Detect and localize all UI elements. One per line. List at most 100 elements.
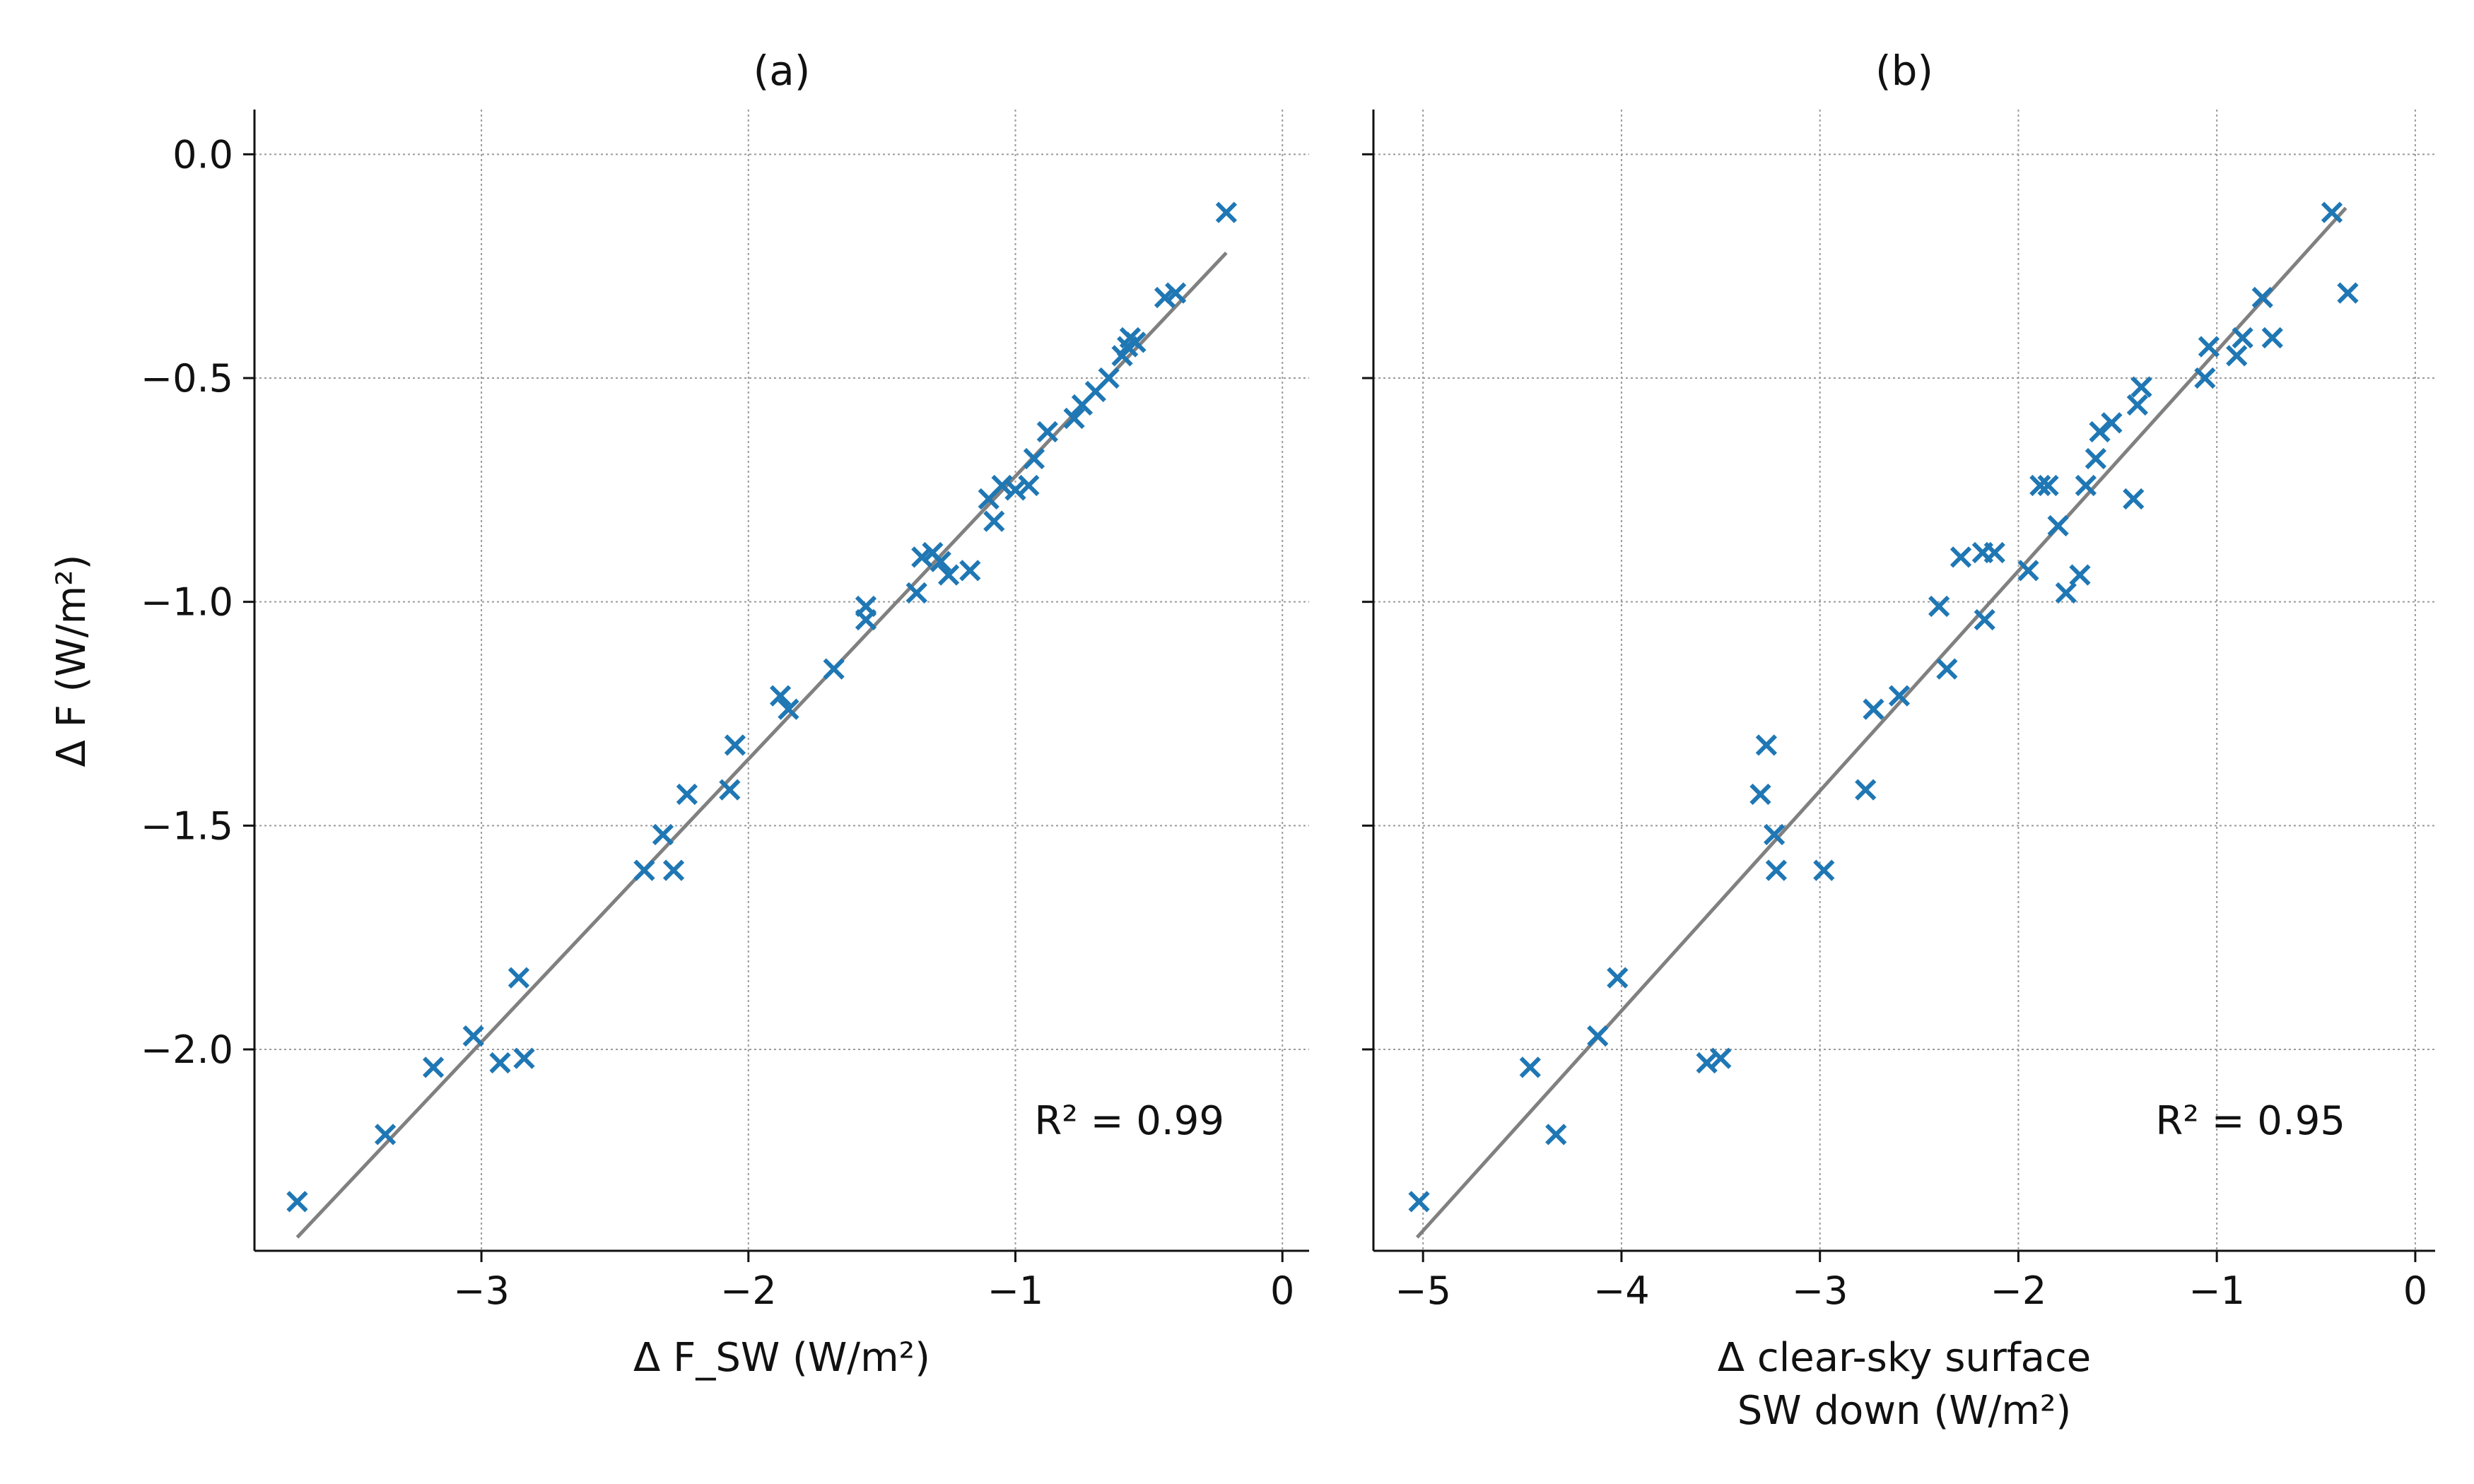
panel-a-data-point <box>1165 282 1187 304</box>
panel-a-data-point <box>1125 331 1147 353</box>
panel-a-data-point <box>633 859 655 881</box>
panel-b-xtick-label: −1 <box>2188 1268 2245 1313</box>
panel-b-data-point <box>2232 326 2253 349</box>
panel-a-data-point <box>1018 474 1040 497</box>
panel-a-ytick-label: −1.5 <box>141 803 233 848</box>
panel-b-data-point <box>2085 447 2107 470</box>
panel-a-data-point <box>719 779 741 801</box>
panel-a-ticks: −3 −2 −1 0 0.0 −0.5 −1.0 −1.5 −2.0 <box>141 132 1295 1313</box>
panel-a-data-point <box>930 550 951 572</box>
panel-b-xlabel-line1: Δ clear-sky surface <box>1718 1335 2091 1381</box>
panel-b-xtick-label: −4 <box>1593 1268 1650 1313</box>
panel-b-data-point <box>2251 286 2273 309</box>
panel-a-data-point <box>374 1124 397 1146</box>
panel-b-r2-annotation: R² = 0.95 <box>2155 1098 2345 1144</box>
panel-b-fit <box>1415 206 2347 1239</box>
panel-b-data-point <box>1755 734 1778 756</box>
panel-b-data-point <box>1587 1025 1609 1047</box>
panel-a-data-point <box>905 582 927 604</box>
panel-b-ticks: −5 −4 −3 −2 −1 0 <box>1362 153 2427 1313</box>
panel-b-data-point <box>1983 541 2005 564</box>
panel-b-xlabel-line2: SW down (W/m²) <box>1737 1388 2072 1434</box>
panel-b-data-point <box>2047 514 2069 537</box>
panel-b-data-point <box>2017 560 2039 582</box>
panel-a-data-point <box>959 560 981 582</box>
panel-b-xtick-label: −5 <box>1395 1268 1451 1313</box>
panel-b-data-point <box>2123 488 2145 510</box>
panel-b-xtick-label: −2 <box>1991 1268 2047 1313</box>
panel-a-xtick-label: 0 <box>1270 1268 1294 1313</box>
panel-b-data-point <box>1813 859 1835 881</box>
panel-b-fit-line <box>1415 206 2347 1239</box>
panel-b-data-point <box>2029 474 2051 497</box>
panel-b-data-point <box>2321 201 2343 223</box>
panel-b-data-point <box>1749 783 1771 806</box>
panel-a-data-point <box>286 1191 308 1213</box>
panel-b-data-point <box>2337 282 2359 304</box>
panel-b-data-point <box>2055 582 2077 604</box>
panel-a-xlabel: Δ F_SW (W/m²) <box>633 1335 930 1381</box>
panel-b-title: (b) <box>1875 47 1933 95</box>
panel-b-data-point <box>2126 394 2148 416</box>
panel-b-data-point <box>2130 376 2152 398</box>
panel-b: −5 −4 −3 −2 −1 0 (b) Δ clear-sky surface SW d… <box>1362 47 2435 1434</box>
panel-a-ytick-label: −0.5 <box>141 356 233 401</box>
panel-a-data-point <box>855 608 877 631</box>
panel-a-data-point <box>983 510 1005 532</box>
panel-b-data-point <box>2198 336 2220 358</box>
panel-b-data-point <box>1950 546 1972 568</box>
panel-a-data-point <box>991 474 1013 497</box>
panel-a-data-point <box>508 967 530 989</box>
panel-a-data-point <box>1023 447 1045 470</box>
panel-b-data-point <box>2261 326 2283 349</box>
panel-b-data-point <box>1888 685 1911 707</box>
panel-b-data-point <box>2075 474 2097 497</box>
panel-b-data-point <box>1974 608 1995 631</box>
panel-a-r2-annotation: R² = 0.99 <box>1034 1098 1224 1144</box>
panel-a-data-point <box>1063 407 1085 430</box>
panel-a-data-point <box>462 1025 484 1047</box>
panel-b-data-point <box>1863 698 1884 720</box>
panel-a-ytick-label: 0.0 <box>172 132 233 177</box>
panel-a-ytick-label: −2.0 <box>141 1027 233 1072</box>
panel-a-points <box>286 201 1238 1213</box>
panel-b-data-point <box>1519 1056 1541 1078</box>
panel-a-data-point <box>1215 201 1238 223</box>
panel-b-data-point <box>1607 967 1629 989</box>
panel-a-data-point <box>937 564 960 586</box>
panel-a-xtick-label: −1 <box>987 1268 1044 1313</box>
panel-a-data-point <box>778 698 799 720</box>
panel-a-grid <box>254 110 1309 1251</box>
panel-a-title: (a) <box>754 47 811 95</box>
panel-b-data-point <box>1545 1124 1567 1146</box>
panel-b-data-point <box>2101 412 2123 434</box>
panel-b-data-point <box>1710 1047 1732 1069</box>
panel-b-data-point <box>2194 367 2216 389</box>
panel-a-spines <box>253 110 1309 1252</box>
panel-b-data-point <box>2069 564 2091 586</box>
panel-a-data-point <box>513 1047 535 1069</box>
panel-a-ylabel: Δ F (W/m²) <box>49 554 95 767</box>
panel-a-data-point <box>422 1056 445 1078</box>
panel-b-data-point <box>1928 595 1950 618</box>
panel-a-data-point <box>1098 367 1120 389</box>
panel-b-data-point <box>2037 474 2059 497</box>
panel-a: −3 −2 −1 0 0.0 −0.5 −1.0 −1.5 −2.0 (a) Δ F_SW (W… <box>49 47 1309 1381</box>
panel-b-data-point <box>1763 823 1786 846</box>
panel-b-xtick-label: 0 <box>2403 1268 2427 1313</box>
panel-b-data-point <box>1936 658 1958 680</box>
panel-b-spines <box>1372 110 2435 1252</box>
panel-a-data-point <box>1036 420 1058 443</box>
panel-a-data-point <box>489 1052 511 1074</box>
panel-b-grid <box>1373 110 2435 1251</box>
panel-b-data-point <box>2226 345 2248 367</box>
panel-a-data-point <box>676 783 698 806</box>
panel-a-data-point <box>1004 479 1026 501</box>
panel-b-data-point <box>1408 1191 1430 1213</box>
panel-a-data-point <box>652 823 674 846</box>
panel-b-points <box>1408 201 2359 1213</box>
panel-b-data-point <box>1855 779 1877 801</box>
panel-a-data-point <box>769 685 792 707</box>
panel-a-data-point <box>724 734 746 756</box>
